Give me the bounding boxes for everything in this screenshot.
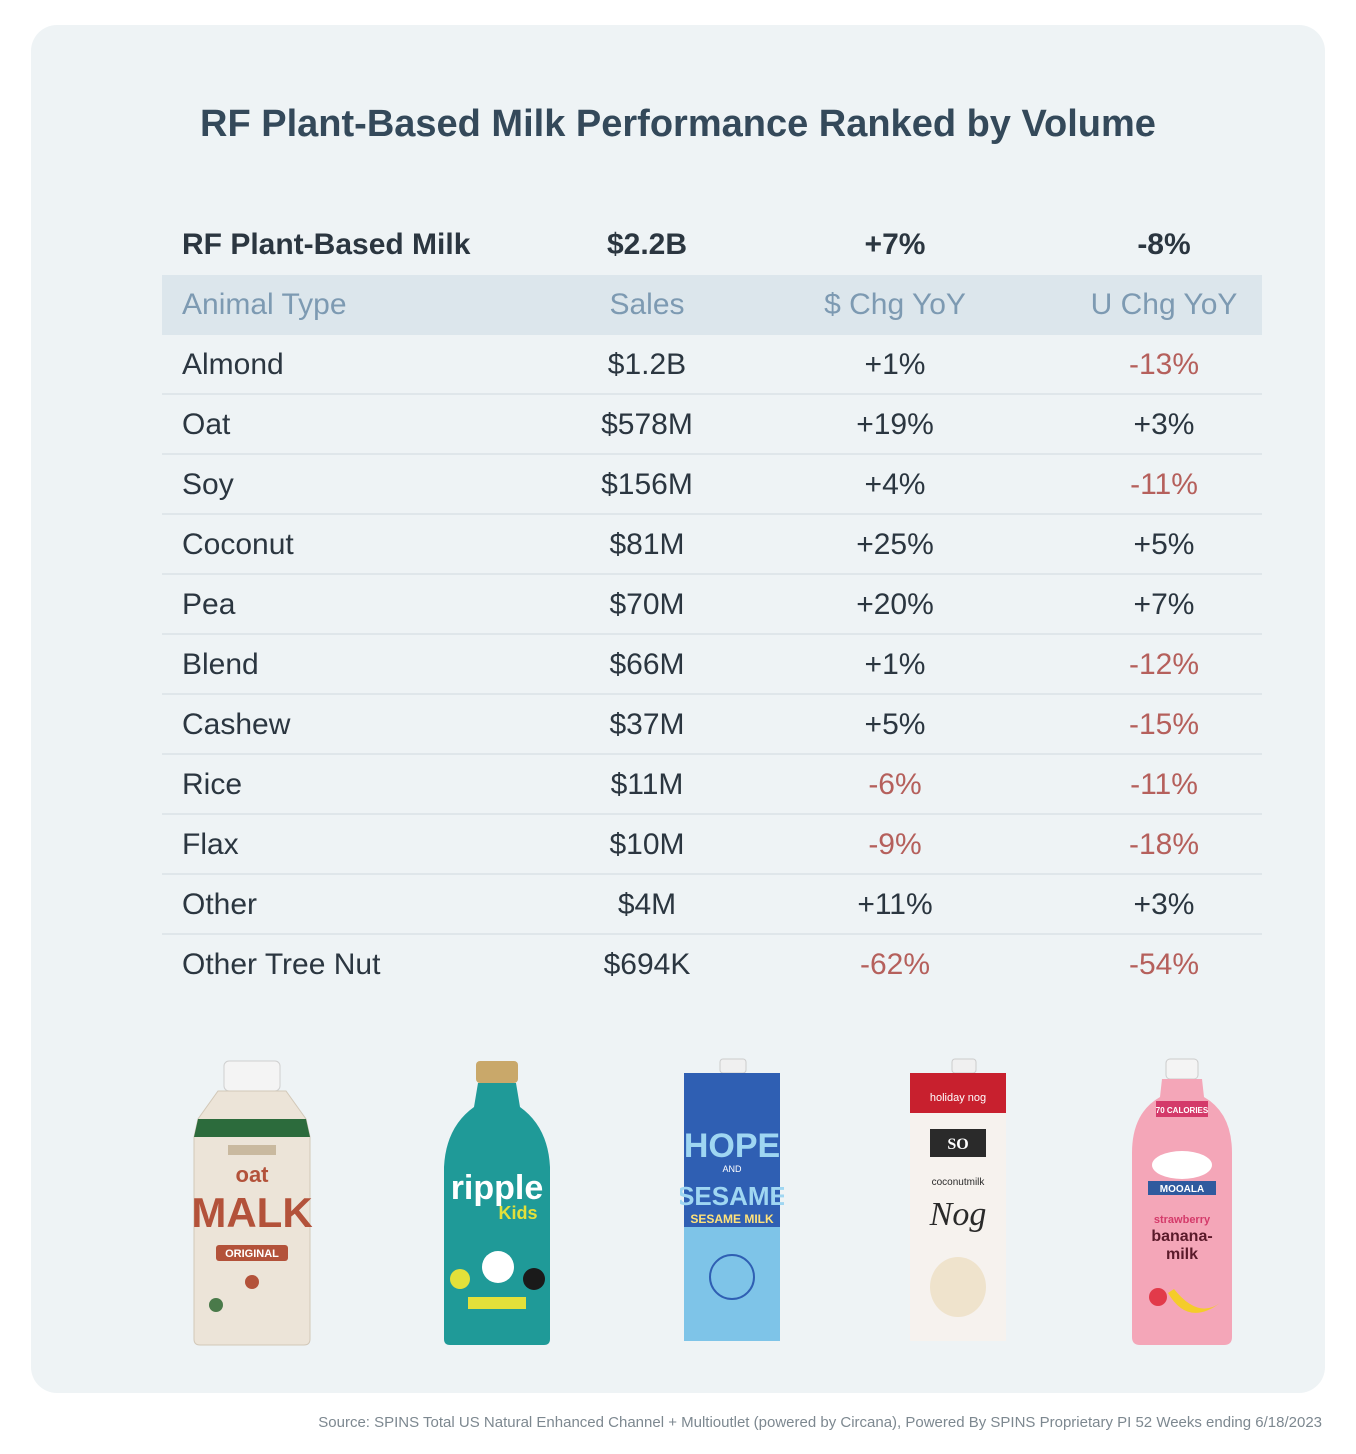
table-row: Other $4M +11% +3%	[162, 875, 1262, 935]
row-dollar-chg: +20%	[856, 588, 934, 621]
row-unit-chg: -18%	[1128, 828, 1200, 861]
row-unit-chg: -13%	[1128, 348, 1200, 381]
table-body: Almond $1.2B +1% -13% Oat $578M +19% +3% Soy $156…	[162, 335, 1262, 995]
row-unit-chg: -15%	[1128, 708, 1200, 741]
row-unit-chg: +3%	[1133, 408, 1195, 441]
row-sales: $70M	[609, 588, 685, 621]
row-type: Pea	[182, 588, 236, 621]
row-dollar-chg: +11%	[857, 888, 933, 921]
summary-label: RF Plant-Based Milk	[182, 228, 471, 261]
so-nog-label-sub: coconutmilk	[932, 1177, 986, 1188]
row-unit-chg: +5%	[1133, 528, 1195, 561]
page-title: RF Plant-Based Milk Performance Ranked b…	[200, 103, 1156, 145]
hope-sesame-label-sub: SESAME MILK	[690, 1212, 774, 1226]
mooala-label-brand: MOOALA	[1160, 1184, 1204, 1195]
row-dollar-chg: -9%	[868, 828, 922, 861]
ripple-kids-bottle: ripple Kids	[444, 1061, 550, 1345]
table-row: Pea $70M +20% +7%	[162, 575, 1262, 635]
row-unit-chg: +7%	[1133, 588, 1195, 621]
row-unit-chg: -12%	[1128, 648, 1200, 681]
mooala-label-top: 70 CALORIES	[1156, 1106, 1209, 1115]
row-dollar-chg: +1%	[864, 648, 926, 681]
oat-malk-label-main: MALK	[191, 1189, 312, 1236]
mooala-label-sub: strawberry	[1154, 1214, 1211, 1226]
row-type: Flax	[182, 828, 239, 861]
header-row: Animal Type Sales $ Chg YoY U Chg YoY	[162, 275, 1262, 335]
table-row: Blend $66M +1% -12%	[162, 635, 1262, 695]
row-type: Rice	[182, 768, 243, 801]
table-row: Oat $578M +19% +3%	[162, 395, 1262, 455]
row-type: Other Tree Nut	[182, 948, 381, 981]
report-card: RF Plant-Based Milk Performance Ranked b…	[31, 25, 1325, 1393]
row-sales: $10M	[609, 828, 685, 861]
row-type: Cashew	[182, 708, 291, 741]
mooala-banana-milk-bottle: 70 CALORIES MOOALA strawberry banana- mi…	[1132, 1058, 1232, 1345]
row-sales: $37M	[609, 708, 685, 741]
row-unit-chg: -11%	[1130, 768, 1198, 801]
row-sales: $11M	[610, 768, 684, 801]
header-type: Animal Type	[182, 288, 347, 321]
summary-row: RF Plant-Based Milk $2.2B +7% -8%	[162, 215, 1262, 275]
row-sales: $4M	[617, 888, 677, 921]
table-row: Rice $11M -6% -11%	[162, 755, 1262, 815]
hope-sesame-label-main2: SESAME	[680, 1181, 784, 1211]
row-dollar-chg: +5%	[864, 708, 926, 741]
table-row: Flax $10M -9% -18%	[162, 815, 1262, 875]
hope-sesame-carton: HOPE AND SESAME SESAME MILK	[680, 1058, 784, 1341]
oat-malk-label-sub: ORIGINAL	[225, 1248, 279, 1260]
row-unit-chg: -11%	[1130, 468, 1198, 501]
row-sales: $66M	[609, 648, 685, 681]
row-type: Other	[182, 888, 258, 921]
row-unit-chg: +3%	[1133, 888, 1195, 921]
table-row: Almond $1.2B +1% -13%	[162, 335, 1262, 395]
row-sales: $1.2B	[607, 348, 687, 381]
header-dollar-chg: $ Chg YoY	[824, 288, 966, 321]
ripple-kids-label-main: ripple	[451, 1169, 544, 1207]
row-type: Oat	[182, 408, 231, 441]
row-type: Soy	[182, 468, 234, 501]
so-nog-label-main: Nog	[929, 1196, 987, 1233]
row-dollar-chg: +19%	[856, 408, 934, 441]
row-dollar-chg: -6%	[868, 768, 922, 801]
row-sales: $156M	[601, 468, 693, 501]
row-type: Almond	[182, 348, 284, 381]
mooala-label-main: banana-	[1151, 1228, 1212, 1245]
oat-malk-bottle: oat MALK ORIGINAL	[191, 1060, 313, 1346]
hope-sesame-label-and: AND	[722, 1164, 742, 1174]
ripple-kids-label-sub: Kids	[498, 1203, 537, 1223]
source-note: Source: SPINS Total US Natural Enhanced …	[318, 1414, 1322, 1431]
row-dollar-chg: +1%	[864, 348, 926, 381]
table-row: Other Tree Nut $694K -62% -54%	[162, 935, 1262, 995]
oat-malk-label-top: oat	[236, 1162, 270, 1187]
hope-sesame-label-main: HOPE	[684, 1127, 780, 1165]
row-unit-chg: -54%	[1128, 948, 1200, 981]
mooala-label-main2: milk	[1166, 1246, 1198, 1263]
so-delicious-nog-carton: holiday nog SO coconutmilk Nog	[910, 1058, 1006, 1341]
summary-sales: $2.2B	[606, 228, 688, 261]
row-type: Blend	[182, 648, 259, 681]
so-nog-label-brand: SO	[947, 1136, 968, 1153]
header-unit-chg: U Chg YoY	[1090, 288, 1238, 321]
performance-table: RF Plant-Based Milk $2.2B +7% -8% Animal…	[162, 215, 1262, 995]
row-dollar-chg: +25%	[856, 528, 934, 561]
header-sales: Sales	[609, 288, 685, 321]
row-sales: $578M	[601, 408, 693, 441]
summary-unit-chg: -8%	[1137, 228, 1191, 261]
row-dollar-chg: -62%	[859, 948, 931, 981]
row-type: Coconut	[182, 528, 294, 561]
summary-dollar-chg: +7%	[864, 228, 926, 261]
table-row: Cashew $37M +5% -15%	[162, 695, 1262, 755]
row-dollar-chg: +4%	[864, 468, 926, 501]
row-sales: $81M	[609, 528, 685, 561]
so-nog-label-top: holiday nog	[930, 1092, 986, 1104]
table-row: Coconut $81M +25% +5%	[162, 515, 1262, 575]
row-sales: $694K	[603, 948, 691, 981]
product-images: oat MALK ORIGINAL ripple Kids HOPE AND S…	[162, 1057, 1262, 1349]
table-row: Soy $156M +4% -11%	[162, 455, 1262, 515]
